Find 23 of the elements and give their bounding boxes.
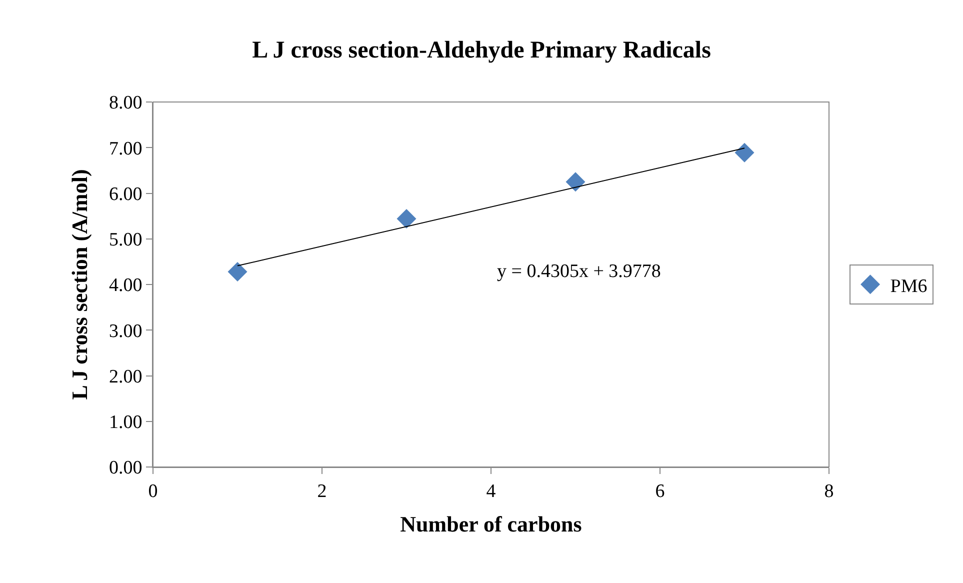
y-tick-label: 7.00	[108, 138, 142, 160]
y-tick-label: 3.00	[108, 320, 142, 342]
x-tick-label: 0	[148, 480, 158, 502]
y-tick-label: 8.00	[108, 92, 142, 114]
y-tick-label: 4.00	[108, 275, 142, 296]
point	[396, 209, 416, 229]
x-tick-label: 8	[824, 480, 834, 502]
x-tick-label: 2	[317, 480, 327, 502]
y-tick-label: 5.00	[108, 230, 142, 251]
annotation: y = 0.4305x + 3.9778	[497, 261, 661, 282]
legend-label: PM6	[890, 276, 928, 297]
y-tick-label: 6.00	[108, 184, 142, 205]
y-tick-label: 2.00	[108, 366, 142, 388]
point	[228, 262, 248, 282]
y-tick-label: 1.00	[108, 412, 142, 434]
point	[734, 142, 754, 162]
y-axis-title: L J cross section (A/mol)	[66, 169, 92, 400]
x-tick-label: 4	[486, 480, 496, 502]
point	[566, 172, 586, 192]
chart-title: L J cross section-Aldehyde Primary Radicals	[252, 38, 711, 64]
x-axis-title: Number of carbons	[400, 512, 582, 537]
x-tick-label: 6	[655, 480, 665, 502]
y-tick-label: 0.00	[108, 458, 142, 479]
